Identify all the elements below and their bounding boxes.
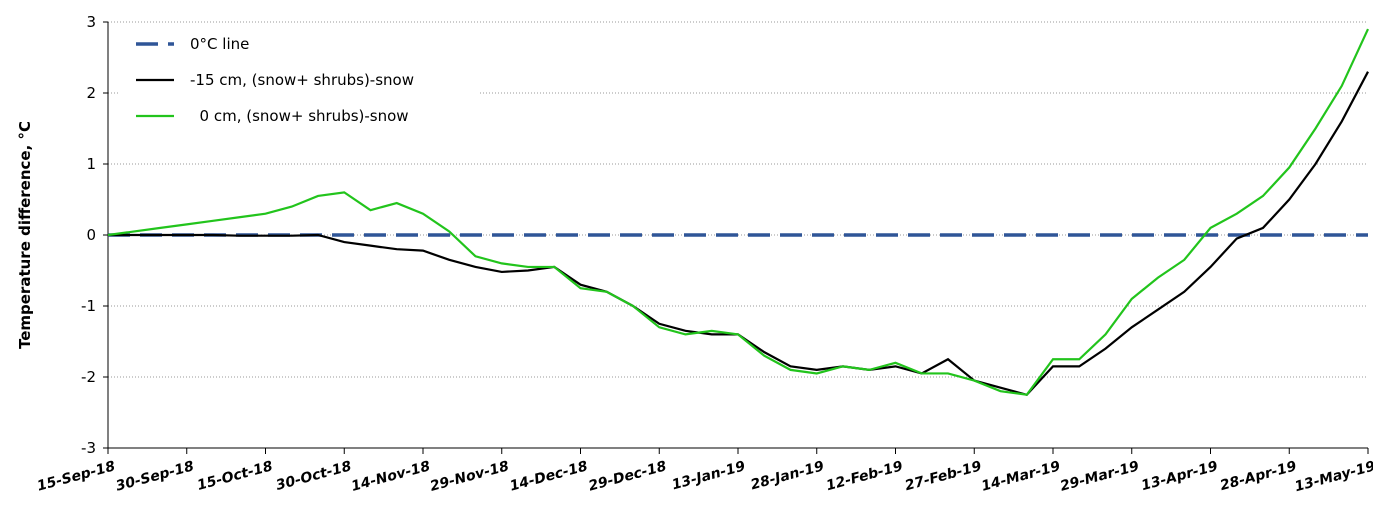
x-tick-label: 15-Sep-18	[35, 458, 117, 494]
x-tick-label: 14-Dec-18	[508, 458, 590, 494]
x-tick-label: 27-Feb-19	[903, 458, 983, 494]
x-tick-label: 30-Sep-18	[114, 458, 196, 494]
legend-label: 0°C line	[190, 35, 249, 53]
legend-background	[120, 28, 480, 136]
x-tick-label: 15-Oct-18	[196, 458, 275, 494]
x-tick-label: 28-Apr-19	[1218, 458, 1298, 494]
y-tick-label: -1	[81, 297, 96, 315]
legend-label: 0 cm, (snow+ shrubs)-snow	[190, 107, 409, 125]
x-tick-label: 29-Dec-18	[587, 458, 669, 494]
x-tick-label: 28-Jan-19	[749, 458, 826, 493]
x-tick-label: 13-May-19	[1293, 458, 1373, 495]
x-tick-label: 29-Nov-18	[428, 458, 511, 494]
legend-label: -15 cm, (snow+ shrubs)-snow	[190, 71, 414, 89]
x-tick-label: 13-Apr-19	[1140, 458, 1220, 494]
x-tick-label: 30-Oct-18	[274, 458, 353, 494]
x-tick-label: 13-Jan-19	[670, 458, 747, 493]
y-tick-label: 0	[86, 226, 96, 244]
data-line	[107, 28, 1369, 396]
x-tick-label: 14-Nov-18	[350, 458, 433, 494]
x-tick-label: 29-Mar-19	[1059, 458, 1142, 494]
x-tick-label: 12-Feb-19	[824, 458, 904, 494]
legend: 0°C line -15 cm, (snow+ shrubs)-snow 0 cm…	[120, 28, 480, 136]
y-tick-label: 3	[86, 13, 96, 31]
y-tick-label: -2	[81, 368, 96, 386]
x-tick-label: 14-Mar-19	[980, 458, 1063, 494]
y-tick-label: 2	[86, 84, 96, 102]
y-tick-label: 1	[86, 155, 96, 173]
y-axis-label: Temperature difference, °C	[16, 121, 34, 349]
y-tick-label: -3	[81, 439, 96, 457]
